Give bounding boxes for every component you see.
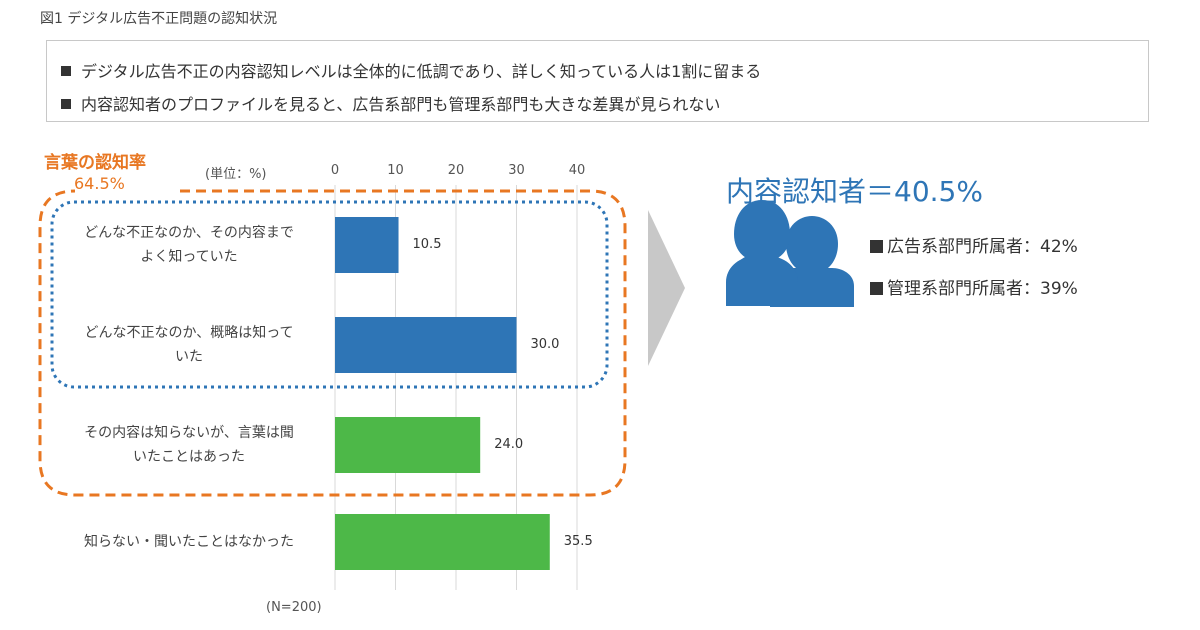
bullet-square-icon: [61, 66, 71, 76]
bullet-square-icon: [61, 99, 71, 109]
summary-text-1: デジタル広告不正の内容認知レベルは全体的に低調であり、詳しく知っている人は1割に…: [81, 62, 762, 81]
profile-line-ad: 広告系部門所属者：42%: [870, 232, 1078, 257]
x-tick-label: 0: [330, 163, 340, 178]
chevron-arrow-icon: [648, 210, 685, 366]
category-label: 知らない・聞いたことはなかった: [84, 534, 294, 550]
bar: [335, 514, 550, 570]
profile-text-ad: 広告系部門所属者：42%: [887, 237, 1078, 257]
unit-label: (単位：%): [205, 167, 267, 182]
recognition-rate: 64.5%: [74, 174, 125, 193]
bar: [335, 317, 517, 373]
bullet-square-icon: [870, 282, 883, 295]
summary-text-2: 内容認知者のプロファイルを見ると、広告系部門も管理系部門も大きな差異が見られない: [81, 95, 721, 114]
content-aware-headline: 内容認知者＝40.5%: [726, 175, 983, 208]
x-tick-label: 20: [447, 163, 465, 178]
bar: [335, 417, 481, 473]
word-recognition-frame: [38, 189, 627, 497]
bar-value-label: 35.5: [563, 534, 593, 549]
figure-title: 図1 デジタル広告不正問題の認知状況: [40, 11, 278, 27]
profile-line-admin: 管理系部門所属者：39%: [870, 274, 1078, 299]
bar-value-label: 30.0: [530, 337, 560, 352]
sample-size-label: (N=200): [266, 600, 322, 615]
bars: [335, 217, 550, 570]
recognition-title: 言葉の認知率: [44, 153, 146, 173]
people-icon: [726, 200, 854, 307]
summary-line-2: 内容認知者のプロファイルを見ると、広告系部門も管理系部門も大きな差異が見られない: [61, 91, 720, 115]
summary-line-1: デジタル広告不正の内容認知レベルは全体的に低調であり、詳しく知っている人は1割に…: [61, 58, 761, 82]
profile-text-admin: 管理系部門所属者：39%: [887, 279, 1078, 299]
summary-box: デジタル広告不正の内容認知レベルは全体的に低調であり、詳しく知っている人は1割に…: [46, 40, 1149, 122]
category-label: その内容は知らないが、言葉は聞 いたことはあった: [84, 425, 294, 465]
x-tick-label: 10: [387, 163, 404, 178]
category-label: どんな不正なのか、概略は知って いた: [84, 325, 294, 365]
bullet-square-icon: [870, 240, 883, 253]
x-tick-label: 30: [508, 163, 525, 178]
category-label: どんな不正なのか、その内容まで よく知っていた: [84, 225, 294, 265]
x-tick-label: 40: [568, 163, 586, 178]
bar-value-label: 10.5: [412, 237, 442, 252]
bar-value-label: 24.0: [494, 437, 524, 452]
bar: [335, 217, 399, 273]
